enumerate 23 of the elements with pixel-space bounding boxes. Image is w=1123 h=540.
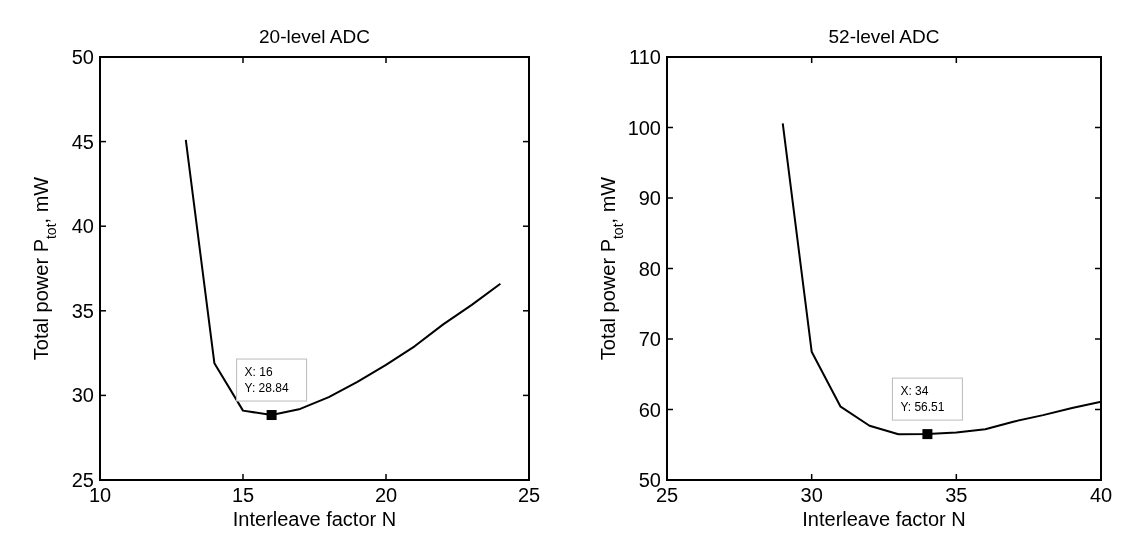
chart-title: 20-level ADC bbox=[259, 26, 370, 47]
x-tick-label: 25 bbox=[517, 484, 541, 506]
annotation: X: 34 Y: 56.51 bbox=[900, 384, 945, 415]
y-tick-label: 110 bbox=[629, 46, 661, 68]
y-tick-label: 70 bbox=[638, 328, 661, 350]
x-axis-title: Interleave factor N bbox=[232, 508, 397, 530]
y-tick-label: 30 bbox=[71, 384, 94, 407]
annotation: X: 16 Y: 28.84 bbox=[244, 365, 289, 396]
y-tick-label: 90 bbox=[638, 187, 661, 209]
y-tick-label: 50 bbox=[71, 46, 94, 68]
y-tick-label: 40 bbox=[71, 215, 94, 238]
x-tick-label: 15 bbox=[231, 484, 255, 506]
x-tick-label: 40 bbox=[1089, 484, 1113, 506]
y-tick-label: 45 bbox=[71, 130, 94, 153]
y-tick-label: 100 bbox=[627, 116, 661, 139]
x-tick-label: 35 bbox=[945, 484, 968, 506]
x-axis-title: Interleave factor N bbox=[802, 508, 966, 530]
x-tick-label: 30 bbox=[800, 484, 823, 506]
y-tick-label: 80 bbox=[638, 257, 661, 280]
y-tick-label: 60 bbox=[638, 398, 661, 421]
y-tick-label: 35 bbox=[71, 299, 94, 322]
x-tick-label: 20 bbox=[374, 484, 398, 506]
chart-title: 52-level ADC bbox=[828, 26, 940, 47]
